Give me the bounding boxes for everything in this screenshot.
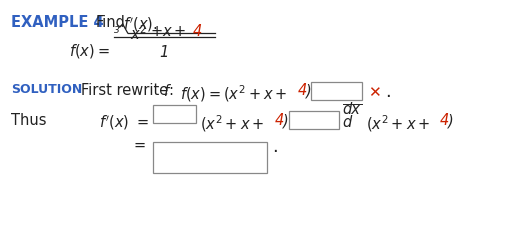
Bar (153, 142, 267, 173)
Text: 4: 4 (275, 113, 284, 128)
Text: dx: dx (343, 102, 360, 117)
Text: ): ) (448, 113, 454, 128)
Text: ): ) (283, 113, 288, 128)
Text: $f'(x).$: $f'(x).$ (123, 15, 157, 34)
Text: d: d (343, 115, 352, 130)
Text: Find: Find (96, 15, 126, 30)
Text: $(x^2 + x +$: $(x^2 + x +$ (200, 113, 265, 134)
Text: $f(x) =$: $f(x) =$ (69, 42, 110, 60)
Text: First rewrite: First rewrite (81, 83, 168, 98)
Text: ): ) (306, 83, 312, 98)
Text: 1: 1 (159, 45, 168, 60)
Text: $f(x) = (x^2 + x +$: $f(x) = (x^2 + x +$ (181, 83, 288, 104)
Text: $f'(x)\ =$: $f'(x)\ =$ (99, 113, 149, 132)
Text: $(x^2 + x +$: $(x^2 + x +$ (366, 113, 430, 134)
Text: Thus: Thus (11, 113, 47, 128)
Text: ✕: ✕ (368, 85, 381, 100)
Text: .: . (385, 83, 391, 101)
Text: SOLUTION: SOLUTION (11, 83, 83, 97)
Text: 4: 4 (298, 83, 307, 98)
Text: 4: 4 (192, 24, 202, 39)
Text: 3: 3 (114, 26, 120, 35)
Bar (153, 105, 196, 123)
Text: :: : (169, 83, 184, 98)
Text: $+ x +$: $+ x +$ (150, 24, 186, 39)
Bar (311, 82, 362, 100)
Text: $f$: $f$ (163, 83, 171, 99)
Text: $x^2$: $x^2$ (130, 24, 147, 43)
Text: 4: 4 (440, 113, 449, 128)
Bar (289, 111, 338, 129)
Text: .: . (272, 138, 278, 156)
Text: =: = (134, 138, 146, 153)
Text: EXAMPLE 4: EXAMPLE 4 (11, 15, 104, 30)
